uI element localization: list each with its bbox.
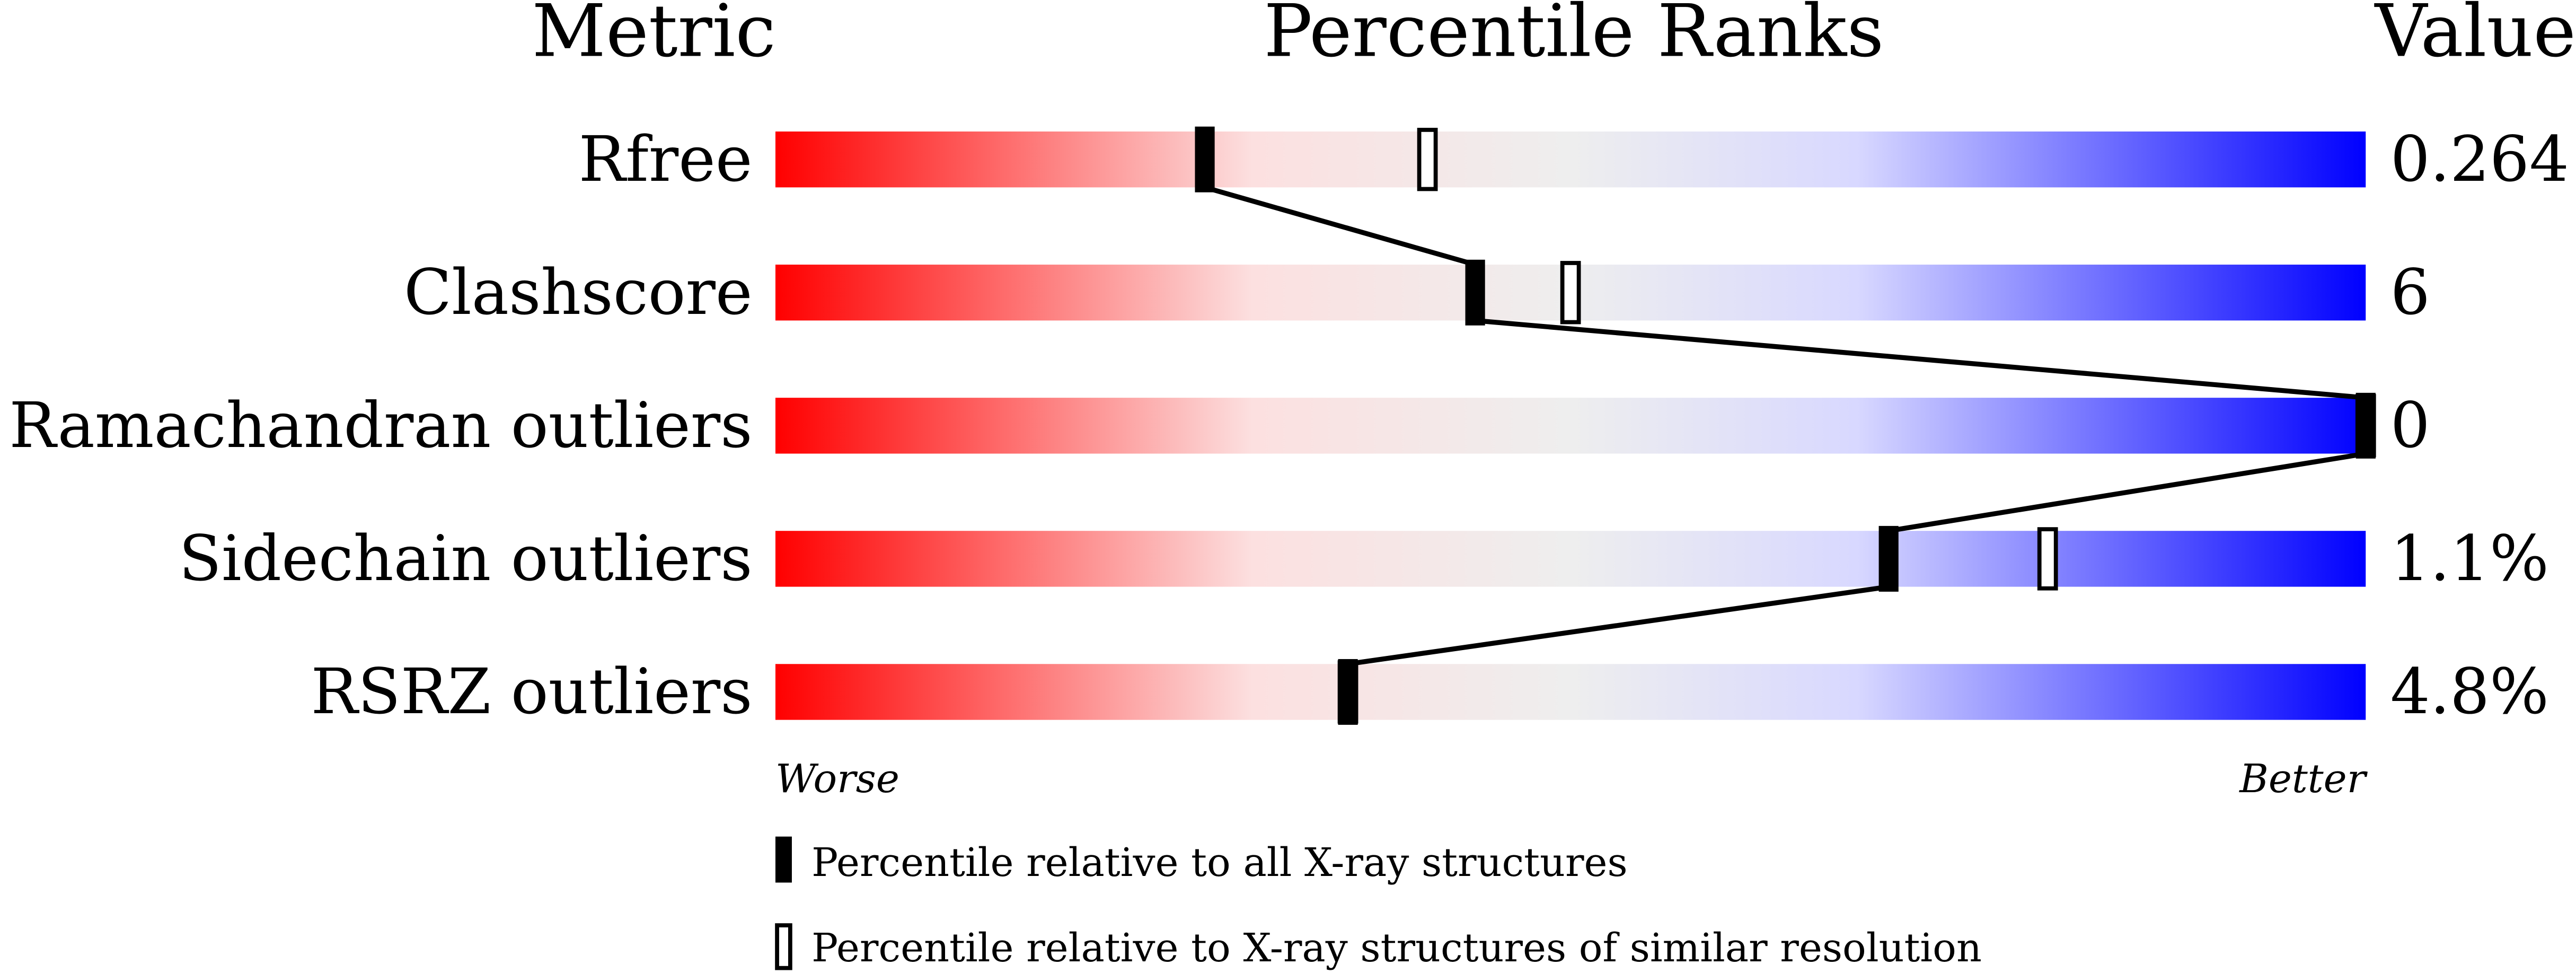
metric-label-ramachandran-outliers: Ramachandran outliers <box>9 389 752 462</box>
header-value: Value <box>2374 0 2576 73</box>
marker-all-ramachandran-outliers <box>2356 392 2376 459</box>
metric-label-clashscore: Clashscore <box>404 256 753 329</box>
legend-filled-marker-icon <box>775 836 792 883</box>
metric-label-sidechain-outliers: Sidechain outliers <box>179 522 752 595</box>
percentile-bar-ramachandran-outliers <box>775 398 2366 454</box>
metric-value-sidechain-outliers: 1.1% <box>2390 522 2549 595</box>
metric-label-rfree: Rfree <box>579 123 753 196</box>
marker-all-clashscore <box>1465 259 1485 326</box>
percentile-bar-rsrz-outliers <box>775 664 2366 720</box>
marker-all-rsrz-outliers <box>1338 659 1358 725</box>
axis-label-better: Better <box>2238 756 2368 802</box>
metric-value-rfree: 0.264 <box>2390 123 2569 196</box>
marker-all-rfree <box>1195 126 1215 192</box>
metric-label-rsrz-outliers: RSRZ outliers <box>311 655 752 728</box>
marker-similar-clashscore <box>1560 261 1581 325</box>
header-percentile-ranks: Percentile Ranks <box>1264 0 1884 73</box>
legend-all: Percentile relative to all X-ray structu… <box>811 839 1628 886</box>
metric-value-clashscore: 6 <box>2390 256 2430 329</box>
legend-similar: Percentile relative to X-ray structures … <box>811 925 1982 971</box>
metric-value-ramachandran-outliers: 0 <box>2390 389 2430 462</box>
metric-value-rsrz-outliers: 4.8% <box>2390 655 2549 728</box>
percentile-bar-sidechain-outliers <box>775 531 2366 587</box>
legend-open-marker-icon <box>775 923 792 970</box>
marker-all-sidechain-outliers <box>1878 525 1899 592</box>
axis-label-worse: Worse <box>775 756 899 802</box>
percentile-bar-rfree <box>775 132 2366 188</box>
marker-similar-rfree <box>1417 128 1438 191</box>
marker-similar-sidechain-outliers <box>2037 527 2058 591</box>
header-metric: Metric <box>532 0 775 73</box>
